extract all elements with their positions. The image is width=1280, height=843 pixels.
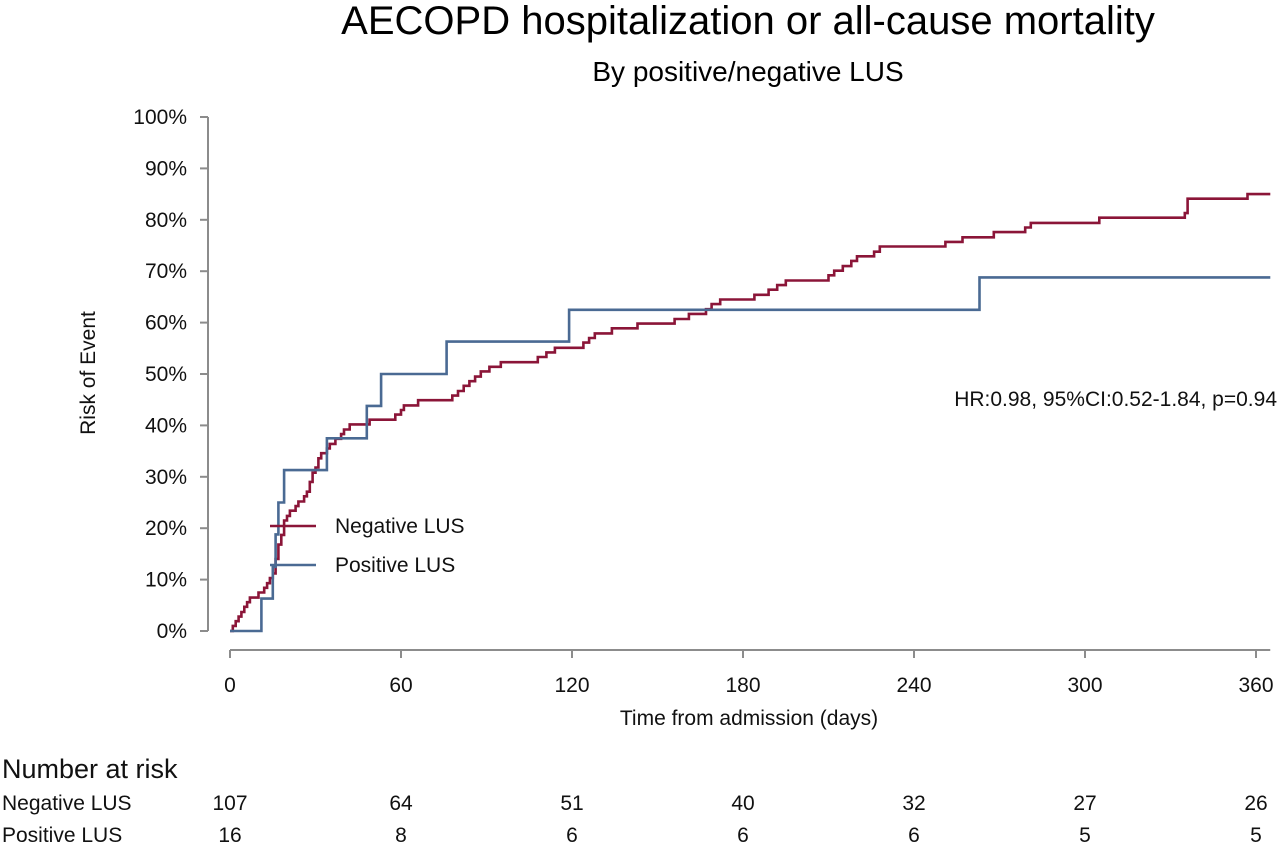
y-tick-label: 40% [145, 414, 187, 437]
risk-row-label-positive-lus: Positive LUS [2, 824, 122, 843]
x-tick-label: 60 [389, 674, 412, 697]
x-tick-label: 240 [896, 674, 931, 697]
chart-subtitle: By positive/negative LUS [592, 56, 903, 87]
x-axis-label: Time from admission (days) [620, 707, 878, 730]
x-axis: 0 60 120 180 240 300 360 [224, 649, 1274, 697]
y-tick-label: 100% [133, 106, 187, 129]
legend-label-positive-lus: Positive LUS [335, 554, 455, 577]
number-at-risk-table: Number at risk Negative LUS 107 64 51 40 32 27… [2, 754, 1268, 843]
x-tick-label: 300 [1067, 674, 1102, 697]
risk-count-negative-lus: 27 [1073, 792, 1096, 815]
legend-label-negative-lus: Negative LUS [335, 515, 465, 538]
x-tick-label: 120 [554, 674, 589, 697]
risk-count-positive-lus: 6 [908, 824, 920, 843]
series-line-positive-lus [230, 276, 1271, 633]
risk-count-positive-lus: 5 [1250, 824, 1262, 843]
series-line-negative-lus [230, 192, 1271, 633]
risk-count-negative-lus: 107 [212, 792, 247, 815]
risk-count-positive-lus: 6 [737, 824, 749, 843]
risk-count-negative-lus: 64 [389, 792, 413, 815]
y-tick-label: 30% [145, 466, 187, 489]
y-tick-label: 60% [145, 312, 187, 335]
risk-count-positive-lus: 6 [566, 824, 578, 843]
risk-count-positive-lus: 5 [1079, 824, 1091, 843]
risk-count-negative-lus: 32 [902, 792, 925, 815]
y-axis-label: Risk of Event [77, 311, 100, 435]
risk-count-negative-lus: 51 [560, 792, 583, 815]
y-axis: 0% 10% 20% 30% 40% 50% 60% 70% 80% 90% 100% [133, 106, 209, 643]
legend: Negative LUS Positive LUS [270, 515, 465, 577]
risk-count-negative-lus: 40 [731, 792, 754, 815]
risk-count-positive-lus: 16 [218, 824, 241, 843]
y-tick-label: 0% [157, 620, 187, 643]
y-tick-label: 70% [145, 260, 187, 283]
y-tick-label: 20% [145, 517, 187, 540]
y-tick-label: 50% [145, 363, 187, 386]
chart-title: AECOPD hospitalization or all-cause mort… [341, 0, 1155, 43]
x-tick-label: 180 [725, 674, 760, 697]
x-tick-label: 360 [1238, 674, 1273, 697]
y-tick-label: 10% [145, 569, 187, 592]
y-tick-label: 90% [145, 157, 187, 180]
risk-row-label-negative-lus: Negative LUS [2, 792, 132, 815]
number-at-risk-heading: Number at risk [2, 754, 178, 784]
hazard-ratio-annotation: HR:0.98, 95%CI:0.52-1.84, p=0.94 [954, 388, 1277, 411]
risk-count-negative-lus: 26 [1244, 792, 1267, 815]
x-tick-label: 0 [224, 674, 236, 697]
survival-curves [230, 192, 1271, 633]
risk-count-positive-lus: 8 [395, 824, 407, 843]
y-tick-label: 80% [145, 209, 187, 232]
